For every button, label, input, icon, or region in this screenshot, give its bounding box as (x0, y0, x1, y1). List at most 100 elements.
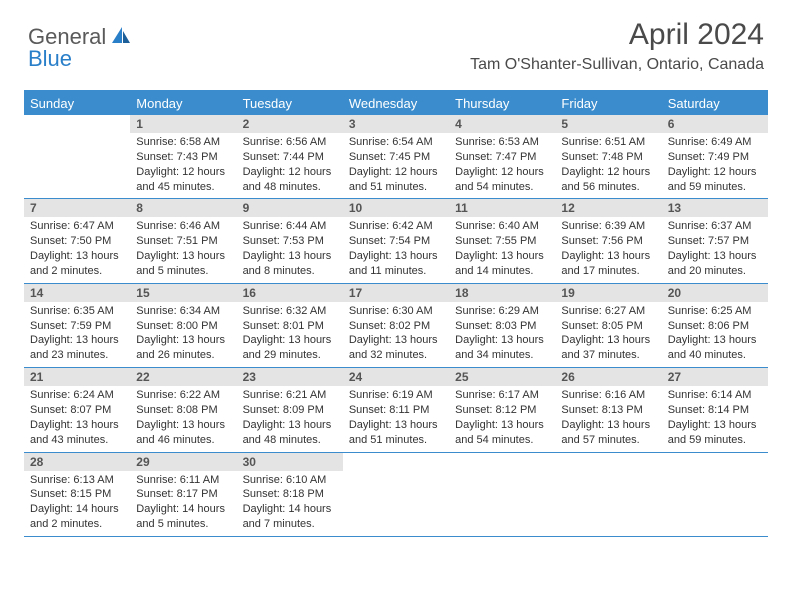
day-cell: 27Sunrise: 6:14 AMSunset: 8:14 PMDayligh… (662, 368, 768, 451)
sunset-text: Sunset: 8:09 PM (243, 403, 337, 418)
day-cell (662, 453, 768, 536)
daylight-text: Daylight: 12 hours and 45 minutes. (136, 165, 230, 195)
sunrise-text: Sunrise: 6:47 AM (30, 219, 124, 234)
brand-part2: Blue (28, 46, 72, 71)
day-number: 11 (449, 199, 555, 217)
daylight-text: Daylight: 12 hours and 56 minutes. (561, 165, 655, 195)
day-body: Sunrise: 6:51 AMSunset: 7:48 PMDaylight:… (555, 133, 661, 198)
day-body: Sunrise: 6:19 AMSunset: 8:11 PMDaylight:… (343, 386, 449, 451)
weekday-header-row: Sunday Monday Tuesday Wednesday Thursday… (24, 92, 768, 115)
weekday-header: Saturday (662, 92, 768, 115)
sunset-text: Sunset: 8:01 PM (243, 319, 337, 334)
day-body: Sunrise: 6:46 AMSunset: 7:51 PMDaylight:… (130, 217, 236, 282)
day-number: 8 (130, 199, 236, 217)
sunrise-text: Sunrise: 6:51 AM (561, 135, 655, 150)
day-cell: 10Sunrise: 6:42 AMSunset: 7:54 PMDayligh… (343, 199, 449, 282)
day-body: Sunrise: 6:11 AMSunset: 8:17 PMDaylight:… (130, 471, 236, 536)
sunset-text: Sunset: 8:11 PM (349, 403, 443, 418)
day-cell: 12Sunrise: 6:39 AMSunset: 7:56 PMDayligh… (555, 199, 661, 282)
sunrise-text: Sunrise: 6:56 AM (243, 135, 337, 150)
sunrise-text: Sunrise: 6:13 AM (30, 473, 124, 488)
weekday-header: Wednesday (343, 92, 449, 115)
day-body: Sunrise: 6:13 AMSunset: 8:15 PMDaylight:… (24, 471, 130, 536)
day-number (343, 453, 449, 457)
day-number: 28 (24, 453, 130, 471)
week-row: 7Sunrise: 6:47 AMSunset: 7:50 PMDaylight… (24, 199, 768, 283)
day-body: Sunrise: 6:47 AMSunset: 7:50 PMDaylight:… (24, 217, 130, 282)
sunset-text: Sunset: 8:08 PM (136, 403, 230, 418)
daylight-text: Daylight: 13 hours and 26 minutes. (136, 333, 230, 363)
day-number: 30 (237, 453, 343, 471)
day-number: 10 (343, 199, 449, 217)
day-body: Sunrise: 6:42 AMSunset: 7:54 PMDaylight:… (343, 217, 449, 282)
daylight-text: Daylight: 13 hours and 29 minutes. (243, 333, 337, 363)
daylight-text: Daylight: 12 hours and 51 minutes. (349, 165, 443, 195)
daylight-text: Daylight: 13 hours and 46 minutes. (136, 418, 230, 448)
day-cell: 29Sunrise: 6:11 AMSunset: 8:17 PMDayligh… (130, 453, 236, 536)
sunrise-text: Sunrise: 6:14 AM (668, 388, 762, 403)
day-cell: 15Sunrise: 6:34 AMSunset: 8:00 PMDayligh… (130, 284, 236, 367)
day-number: 3 (343, 115, 449, 133)
day-body: Sunrise: 6:25 AMSunset: 8:06 PMDaylight:… (662, 302, 768, 367)
location-subtitle: Tam O'Shanter-Sullivan, Ontario, Canada (470, 56, 764, 74)
day-cell: 30Sunrise: 6:10 AMSunset: 8:18 PMDayligh… (237, 453, 343, 536)
daylight-text: Daylight: 13 hours and 2 minutes. (30, 249, 124, 279)
day-number: 15 (130, 284, 236, 302)
sunset-text: Sunset: 8:18 PM (243, 487, 337, 502)
daylight-text: Daylight: 13 hours and 37 minutes. (561, 333, 655, 363)
day-body: Sunrise: 6:54 AMSunset: 7:45 PMDaylight:… (343, 133, 449, 198)
day-number: 26 (555, 368, 661, 386)
daylight-text: Daylight: 13 hours and 48 minutes. (243, 418, 337, 448)
daylight-text: Daylight: 12 hours and 48 minutes. (243, 165, 337, 195)
sunset-text: Sunset: 7:59 PM (30, 319, 124, 334)
day-cell: 4Sunrise: 6:53 AMSunset: 7:47 PMDaylight… (449, 115, 555, 198)
sunrise-text: Sunrise: 6:44 AM (243, 219, 337, 234)
weekday-header: Monday (130, 92, 236, 115)
day-cell: 1Sunrise: 6:58 AMSunset: 7:43 PMDaylight… (130, 115, 236, 198)
day-body: Sunrise: 6:17 AMSunset: 8:12 PMDaylight:… (449, 386, 555, 451)
day-number: 12 (555, 199, 661, 217)
sail-icon (110, 25, 132, 50)
day-number: 2 (237, 115, 343, 133)
day-cell: 16Sunrise: 6:32 AMSunset: 8:01 PMDayligh… (237, 284, 343, 367)
daylight-text: Daylight: 13 hours and 57 minutes. (561, 418, 655, 448)
sunrise-text: Sunrise: 6:39 AM (561, 219, 655, 234)
day-body: Sunrise: 6:14 AMSunset: 8:14 PMDaylight:… (662, 386, 768, 451)
sunrise-text: Sunrise: 6:49 AM (668, 135, 762, 150)
daylight-text: Daylight: 13 hours and 59 minutes. (668, 418, 762, 448)
daylight-text: Daylight: 13 hours and 5 minutes. (136, 249, 230, 279)
day-cell (449, 453, 555, 536)
sunset-text: Sunset: 7:43 PM (136, 150, 230, 165)
day-body: Sunrise: 6:37 AMSunset: 7:57 PMDaylight:… (662, 217, 768, 282)
day-cell: 6Sunrise: 6:49 AMSunset: 7:49 PMDaylight… (662, 115, 768, 198)
sunset-text: Sunset: 8:05 PM (561, 319, 655, 334)
day-cell (343, 453, 449, 536)
daylight-text: Daylight: 13 hours and 34 minutes. (455, 333, 549, 363)
day-cell: 3Sunrise: 6:54 AMSunset: 7:45 PMDaylight… (343, 115, 449, 198)
day-number: 6 (662, 115, 768, 133)
sunrise-text: Sunrise: 6:27 AM (561, 304, 655, 319)
day-number (449, 453, 555, 457)
brand-part2-wrap: Blue (28, 46, 72, 72)
day-number: 5 (555, 115, 661, 133)
day-cell: 17Sunrise: 6:30 AMSunset: 8:02 PMDayligh… (343, 284, 449, 367)
sunrise-text: Sunrise: 6:10 AM (243, 473, 337, 488)
day-cell: 13Sunrise: 6:37 AMSunset: 7:57 PMDayligh… (662, 199, 768, 282)
weekday-header: Friday (555, 92, 661, 115)
daylight-text: Daylight: 13 hours and 23 minutes. (30, 333, 124, 363)
day-number: 27 (662, 368, 768, 386)
sunset-text: Sunset: 8:13 PM (561, 403, 655, 418)
sunset-text: Sunset: 7:55 PM (455, 234, 549, 249)
daylight-text: Daylight: 14 hours and 2 minutes. (30, 502, 124, 532)
day-number: 24 (343, 368, 449, 386)
weeks-container: 1Sunrise: 6:58 AMSunset: 7:43 PMDaylight… (24, 115, 768, 537)
daylight-text: Daylight: 13 hours and 54 minutes. (455, 418, 549, 448)
day-body: Sunrise: 6:27 AMSunset: 8:05 PMDaylight:… (555, 302, 661, 367)
day-body: Sunrise: 6:32 AMSunset: 8:01 PMDaylight:… (237, 302, 343, 367)
day-body: Sunrise: 6:35 AMSunset: 7:59 PMDaylight:… (24, 302, 130, 367)
day-cell: 28Sunrise: 6:13 AMSunset: 8:15 PMDayligh… (24, 453, 130, 536)
day-number (662, 453, 768, 457)
day-number: 22 (130, 368, 236, 386)
day-number: 23 (237, 368, 343, 386)
day-cell: 23Sunrise: 6:21 AMSunset: 8:09 PMDayligh… (237, 368, 343, 451)
